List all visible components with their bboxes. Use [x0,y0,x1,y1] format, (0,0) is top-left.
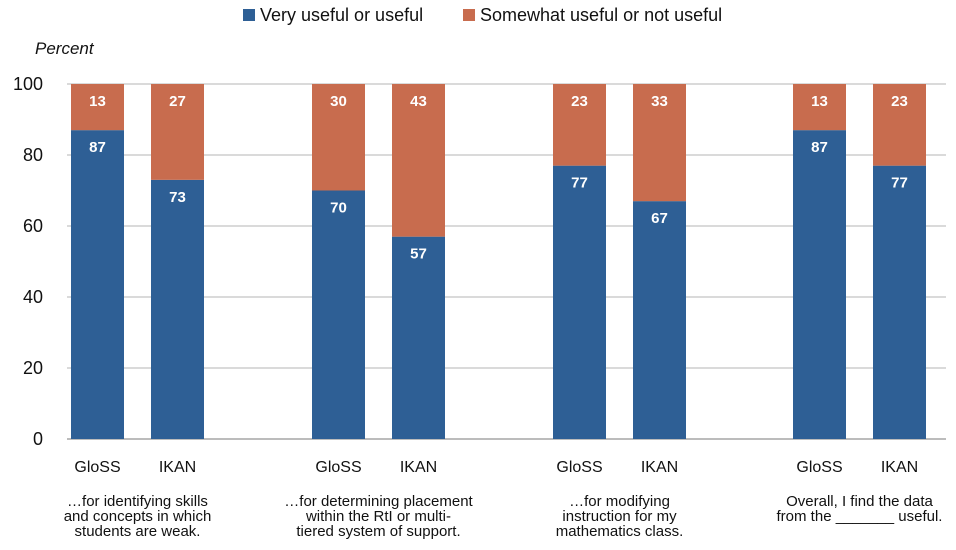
category-label: GloSS [796,459,842,476]
group-label-line: mathematics class. [556,523,684,540]
group-label-line: from the _______ useful. [777,508,943,525]
bar-segment-somewhat-useful [312,84,365,191]
data-label-somewhat-useful: 30 [330,93,347,110]
group-label: …for determining placement within the RtI… [284,493,473,540]
bar-segment-very-useful [312,190,365,439]
group-label-line: …for modifying [569,493,670,510]
legend: Very useful or useful Somewhat useful or … [243,5,722,25]
legend-label-very-useful: Very useful or useful [260,5,423,25]
y-tick-label: 20 [23,358,43,378]
y-tick-label: 60 [23,216,43,236]
group-label: …for modifying instruction for my mathemat… [556,493,684,540]
data-label-somewhat-useful: 23 [891,93,908,110]
category-label: GloSS [74,459,120,476]
data-label-very-useful: 87 [811,139,828,156]
group-label-line: students are weak. [75,523,201,540]
bar-segment-very-useful [793,130,846,439]
group-label-line: …for identifying skills [67,493,208,510]
data-label-very-useful: 57 [410,246,427,263]
category-label: IKAN [159,459,196,476]
data-label-very-useful: 67 [651,210,668,227]
bars [71,84,926,439]
data-label-somewhat-useful: 13 [811,93,828,110]
group-label-line: …for determining placement [284,493,473,510]
y-axis-label: Percent [35,39,95,58]
bar-segment-somewhat-useful [553,84,606,166]
bar-segment-somewhat-useful [151,84,204,180]
bar-segment-somewhat-useful [873,84,926,166]
bar-segment-very-useful [71,130,124,439]
data-label-somewhat-useful: 33 [651,93,668,110]
y-tick-label: 40 [23,287,43,307]
category-label: GloSS [315,459,361,476]
group-label-line: instruction for my [562,508,677,525]
y-tick-label: 80 [23,145,43,165]
data-label-very-useful: 77 [571,175,588,192]
bar-segment-somewhat-useful [793,84,846,131]
data-label-somewhat-useful: 13 [89,93,106,110]
bar-segment-somewhat-useful [633,84,686,202]
data-label-somewhat-useful: 43 [410,93,427,110]
category-label: IKAN [641,459,678,476]
data-label-very-useful: 73 [169,189,186,206]
y-tick-label: 100 [13,74,43,94]
data-label-very-useful: 77 [891,175,908,192]
category-label: IKAN [400,459,437,476]
category-label: GloSS [556,459,602,476]
group-label-line: and concepts in which [64,508,212,525]
bar-segment-very-useful [633,201,686,439]
data-label-very-useful: 70 [330,200,347,217]
group-label-line: tiered system of support. [296,523,460,540]
group-label-line: within the RtI or multi- [305,508,451,525]
bar-segment-very-useful [392,236,445,439]
data-label-very-useful: 87 [89,139,106,156]
data-label-somewhat-useful: 23 [571,93,588,110]
category-label: IKAN [881,459,918,476]
legend-swatch-very-useful [243,9,255,21]
group-label: …for identifying skills and concepts in w… [64,493,212,540]
bar-segment-very-useful [151,179,204,439]
bar-segment-somewhat-useful [71,84,124,131]
legend-label-somewhat-useful: Somewhat useful or not useful [480,5,722,25]
legend-swatch-somewhat-useful [463,9,475,21]
bar-segment-very-useful [873,165,926,439]
y-tick-label: 0 [33,429,43,449]
bar-segment-very-useful [553,165,606,439]
bar-segment-somewhat-useful [392,84,445,237]
group-label-line: Overall, I find the data [786,493,933,510]
group-label: Overall, I find the data from the _______… [777,493,943,525]
data-label-somewhat-useful: 27 [169,93,186,110]
labels: 0 20 40 60 80 100 Percent 87 13 GloSS 73 27 IKAN 70 30… [13,39,943,540]
